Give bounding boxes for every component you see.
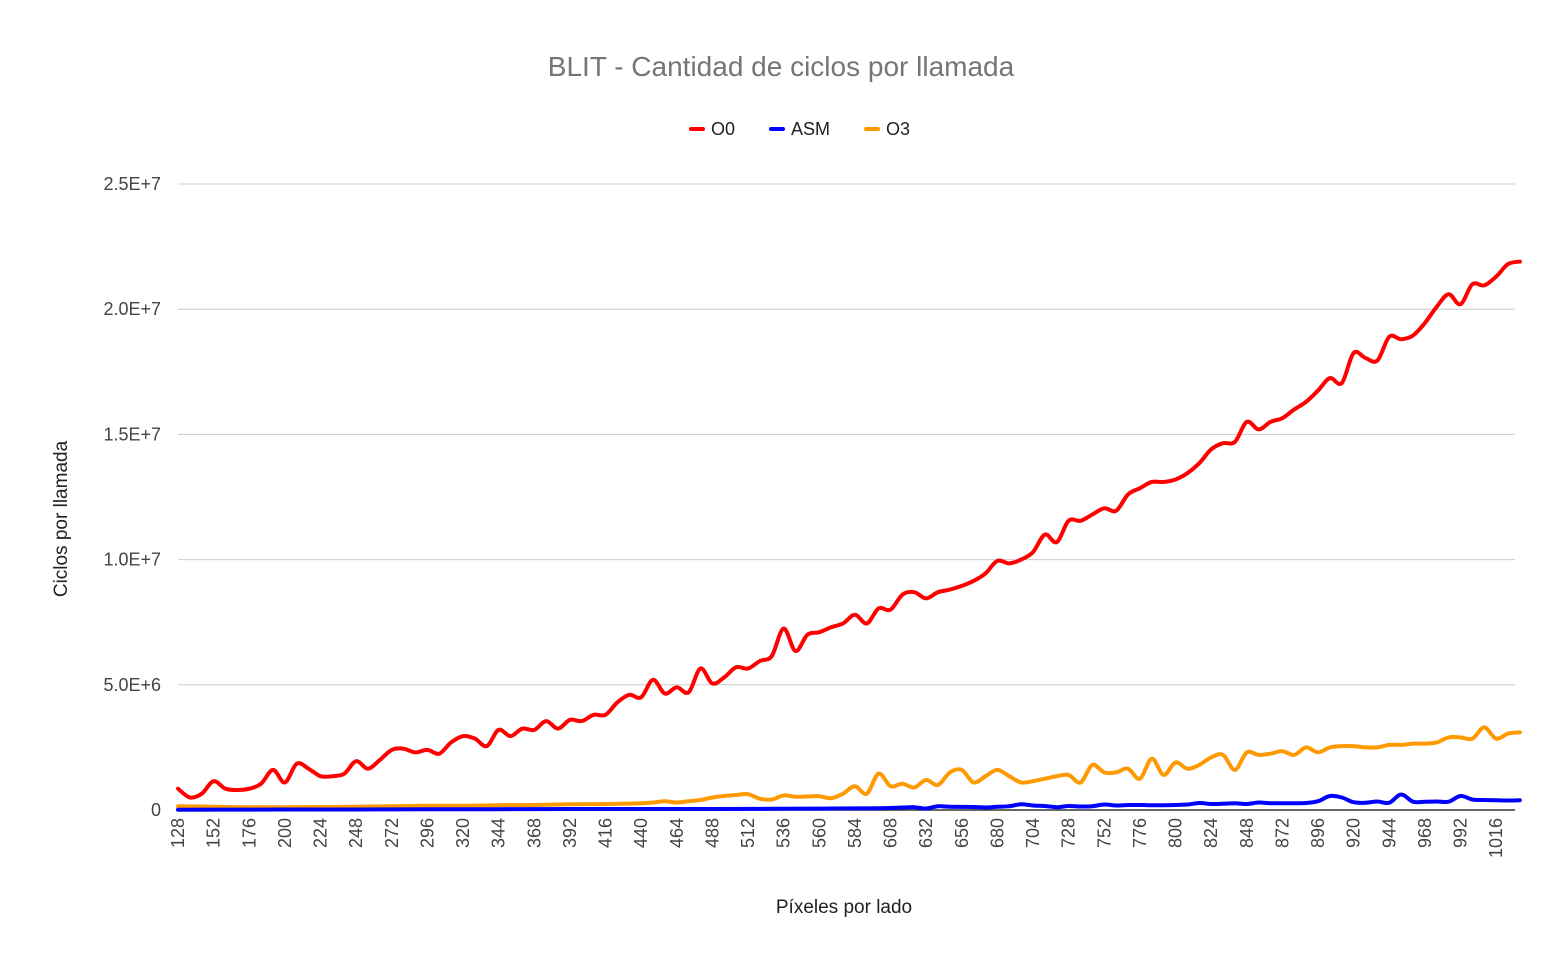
x-tick-label: 800	[1166, 818, 1186, 848]
x-tick-label: 944	[1379, 818, 1399, 848]
x-tick-label: 848	[1237, 818, 1257, 848]
x-tick-label: 536	[774, 818, 794, 848]
x-tick-label: 128	[168, 818, 188, 848]
x-tick-label: 872	[1272, 818, 1292, 848]
y-tick-label: 2.5E+7	[103, 174, 161, 194]
x-tick-label: 200	[275, 818, 295, 848]
x-tick-label: 704	[1023, 818, 1043, 848]
y-axis-ticks: 0 5.0E+6 1.0E+7 1.5E+7 2.0E+7 2.5E+7	[103, 174, 161, 820]
x-tick-label: 680	[987, 818, 1007, 848]
x-tick-label: 368	[524, 818, 544, 848]
x-tick-label: 656	[952, 818, 972, 848]
x-tick-label: 896	[1308, 818, 1328, 848]
series-line-asm	[176, 792, 1522, 812]
x-tick-label: 512	[738, 818, 758, 848]
y-tick-label: 5.0E+6	[103, 675, 161, 695]
x-tick-label: 584	[845, 818, 865, 848]
y-tick-label: 0	[151, 800, 161, 820]
y-axis-title: Ciclos por llamada	[51, 440, 72, 597]
y-tick-label: 1.0E+7	[103, 550, 161, 570]
x-tick-label: 968	[1415, 818, 1435, 848]
x-tick-label: 296	[417, 818, 437, 848]
x-axis-ticks: 128 152 176 200 224 248 272 296 320 344 368 392 416 4…	[168, 818, 1506, 858]
x-tick-label: 752	[1094, 818, 1114, 848]
x-tick-label: 416	[596, 818, 616, 848]
x-tick-label: 248	[346, 818, 366, 848]
x-tick-label: 464	[667, 818, 687, 848]
x-tick-label: 152	[204, 818, 224, 848]
x-tick-label: 320	[453, 818, 473, 848]
x-tick-label: 488	[702, 818, 722, 848]
y-tick-label: 1.5E+7	[103, 424, 161, 444]
series-layer	[176, 259, 1522, 812]
x-tick-label: 632	[916, 818, 936, 848]
x-axis-title: Píxeles por lado	[776, 897, 912, 918]
x-tick-label: 920	[1344, 818, 1364, 848]
x-tick-label: 728	[1059, 818, 1079, 848]
x-tick-label: 224	[311, 818, 331, 848]
x-tick-label: 440	[631, 818, 651, 848]
legend: O0 ASM O3	[689, 119, 910, 139]
x-tick-label: 608	[881, 818, 901, 848]
legend-label: O0	[711, 119, 735, 139]
x-tick-label: 824	[1201, 818, 1221, 848]
x-tick-label: 392	[560, 818, 580, 848]
series-line-o3	[176, 725, 1522, 810]
x-tick-label: 776	[1130, 818, 1150, 848]
x-tick-label: 176	[239, 818, 259, 848]
x-tick-label: 992	[1451, 818, 1471, 848]
y-tick-label: 2.0E+7	[103, 299, 161, 319]
legend-item-o3: O3	[864, 119, 910, 139]
x-tick-label: 1016	[1486, 818, 1506, 858]
legend-label: O3	[886, 119, 910, 139]
legend-label: ASM	[791, 119, 830, 139]
chart-title: BLIT - Cantidad de ciclos por llamada	[548, 51, 1015, 82]
gridlines	[178, 183, 1515, 811]
x-tick-label: 272	[382, 818, 402, 848]
x-tick-label: 344	[489, 818, 509, 848]
legend-item-asm: ASM	[769, 119, 830, 139]
series-line-o0	[176, 259, 1522, 800]
x-tick-label: 560	[809, 818, 829, 848]
legend-item-o0: O0	[689, 119, 735, 139]
